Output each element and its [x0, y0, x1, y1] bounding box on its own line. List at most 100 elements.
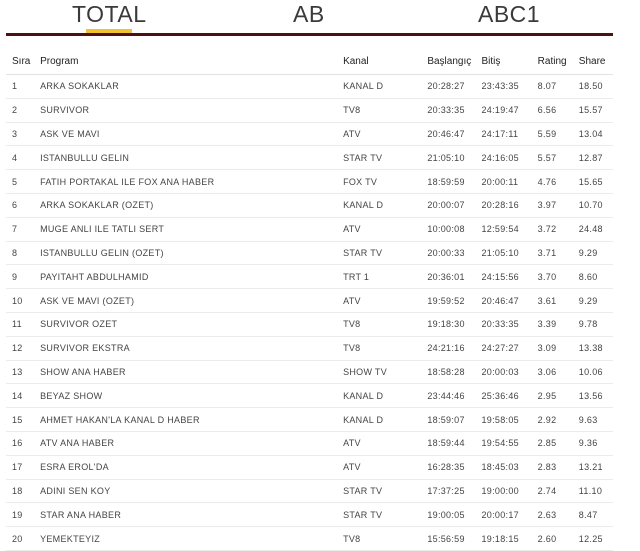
cell-share: 15.65 [572, 169, 613, 194]
table-row: 2 SURVIVOR TV8 20:33:35 24:19:47 6.56 15.57 [6, 98, 613, 123]
cell-channel: ATV [337, 431, 422, 456]
cell-rating: 2.63 [531, 502, 573, 528]
cell-end: 25:36:46 [475, 383, 532, 409]
cell-start: 20:28:27 [421, 74, 476, 99]
cell-rank: 5 [6, 169, 35, 194]
header-share: Share [572, 48, 613, 75]
cell-program: MUGE ANLI ILE TATLI SERT [34, 217, 338, 242]
cell-rating: 5.59 [531, 122, 573, 147]
cell-share: 13.04 [572, 122, 613, 147]
cell-channel: SHOW TV [337, 360, 422, 385]
cell-share: 8.60 [572, 264, 613, 290]
cell-start: 20:00:07 [421, 193, 476, 218]
tab-ab[interactable]: AB [293, 1, 325, 27]
cell-rank: 2 [6, 98, 35, 123]
cell-rank: 16 [6, 431, 35, 456]
table-row: 9 PAYITAHT ABDULHAMID TRT 1 20:36:01 24:15:5… [6, 264, 613, 290]
cell-start: 20:46:47 [421, 122, 476, 147]
table-row: 1 ARKA SOKAKLAR KANAL D 20:28:27 23:43:35 8.0… [6, 74, 613, 99]
table-row: 6 ARKA SOKAKLAR (OZET) KANAL D 20:00:07 20:2… [6, 193, 613, 218]
cell-end: 23:43:35 [475, 74, 532, 99]
cell-rating: 2.74 [531, 479, 573, 504]
cell-start: 20:33:35 [421, 98, 476, 123]
cell-program: AHMET HAKAN'LA KANAL D HABER [34, 407, 338, 432]
cell-start: 23:44:46 [421, 383, 476, 409]
table-row: 10 ASK VE MAVI (OZET) ATV 19:59:52 20:46:47 3… [6, 288, 613, 313]
cell-rating: 3.97 [531, 193, 573, 218]
cell-channel: TV8 [337, 98, 422, 123]
cell-rating: 4.76 [531, 169, 573, 194]
cell-start: 19:00:05 [421, 502, 476, 528]
cell-start: 15:56:59 [421, 526, 476, 551]
cell-channel: TV8 [337, 526, 422, 551]
cell-rank: 10 [6, 288, 35, 313]
cell-end: 24:27:27 [475, 336, 532, 361]
table-row: 18 ADINI SEN KOY STAR TV 17:37:25 19:00:00 2.… [6, 479, 613, 504]
cell-end: 20:00:11 [475, 169, 532, 194]
cell-end: 20:33:35 [475, 312, 532, 337]
cell-channel: ATV [337, 217, 422, 242]
table-row: 20 YEMEKTEYIZ TV8 15:56:59 19:18:15 2.60 12.25 [6, 526, 613, 551]
cell-end: 20:46:47 [475, 288, 532, 313]
cell-share: 13.21 [572, 455, 613, 480]
table-row: 16 ATV ANA HABER ATV 18:59:44 19:54:55 2.85 9.… [6, 431, 613, 456]
cell-rating: 8.07 [531, 74, 573, 99]
cell-program: ISTANBULLU GELIN [34, 145, 338, 171]
table-body: 1 ARKA SOKAKLAR KANAL D 20:28:27 23:43:35 8.0… [6, 74, 613, 551]
cell-share: 12.87 [572, 145, 613, 171]
cell-rank: 7 [6, 217, 35, 242]
cell-rank: 9 [6, 264, 35, 290]
cell-share: 13.56 [572, 383, 613, 409]
table-header-row: Sıra Program Kanal Başlangıç Bitiş Ratin… [6, 48, 613, 75]
cell-end: 19:18:15 [475, 526, 532, 551]
cell-end: 20:00:03 [475, 360, 532, 385]
cell-program: ARKA SOKAKLAR [34, 74, 338, 99]
cell-start: 20:00:33 [421, 241, 476, 266]
active-tab-indicator [86, 29, 132, 34]
cell-program: YEMEKTEYIZ [34, 526, 338, 551]
cell-rank: 13 [6, 360, 35, 385]
tab-abc1[interactable]: ABC1 [478, 1, 541, 27]
table-row: 12 SURVIVOR EKSTRA TV8 24:21:16 24:27:27 3.09… [6, 336, 613, 361]
cell-channel: STAR TV [337, 479, 422, 504]
cell-start: 18:58:28 [421, 360, 476, 385]
cell-rating: 3.70 [531, 264, 573, 290]
cell-share: 9.36 [572, 431, 613, 456]
cell-rank: 19 [6, 502, 35, 528]
header-start: Başlangıç [421, 48, 476, 75]
cell-rating: 3.39 [531, 312, 573, 337]
cell-start: 20:36:01 [421, 264, 476, 290]
cell-start: 18:59:59 [421, 169, 476, 194]
cell-rating: 3.06 [531, 360, 573, 385]
cell-start: 19:18:30 [421, 312, 476, 337]
cell-rank: 8 [6, 241, 35, 266]
cell-rank: 15 [6, 407, 35, 432]
table-row: 11 SURVIVOR OZET TV8 19:18:30 20:33:35 3.39 9.… [6, 312, 613, 337]
cell-channel: STAR TV [337, 502, 422, 528]
cell-channel: KANAL D [337, 193, 422, 218]
cell-program: SURVIVOR EKSTRA [34, 336, 338, 361]
cell-rank: 11 [6, 312, 35, 337]
tab-total[interactable]: TOTAL [72, 1, 147, 27]
cell-start: 21:05:10 [421, 145, 476, 171]
header-rating: Rating [531, 48, 573, 75]
cell-rank: 3 [6, 122, 35, 147]
header-program: Program [34, 48, 338, 75]
cell-channel: TV8 [337, 312, 422, 337]
cell-program: SHOW ANA HABER [34, 360, 338, 385]
cell-channel: ATV [337, 455, 422, 480]
cell-share: 18.50 [572, 74, 613, 99]
cell-end: 24:17:11 [475, 122, 532, 147]
table-row: 3 ASK VE MAVI ATV 20:46:47 24:17:11 5.59 13.04 [6, 122, 613, 147]
cell-program: ADINI SEN KOY [34, 479, 338, 504]
cell-end: 21:05:10 [475, 241, 532, 266]
cell-program: ASK VE MAVI [34, 122, 338, 147]
cell-program: FATIH PORTAKAL ILE FOX ANA HABER [34, 169, 338, 194]
cell-end: 19:58:05 [475, 407, 532, 432]
cell-rank: 12 [6, 336, 35, 361]
cell-program: ATV ANA HABER [34, 431, 338, 456]
cell-rating: 6.56 [531, 98, 573, 123]
cell-end: 19:00:00 [475, 479, 532, 504]
cell-start: 16:28:35 [421, 455, 476, 480]
ratings-table: Sıra Program Kanal Başlangıç Bitiş Ratin… [6, 48, 613, 551]
